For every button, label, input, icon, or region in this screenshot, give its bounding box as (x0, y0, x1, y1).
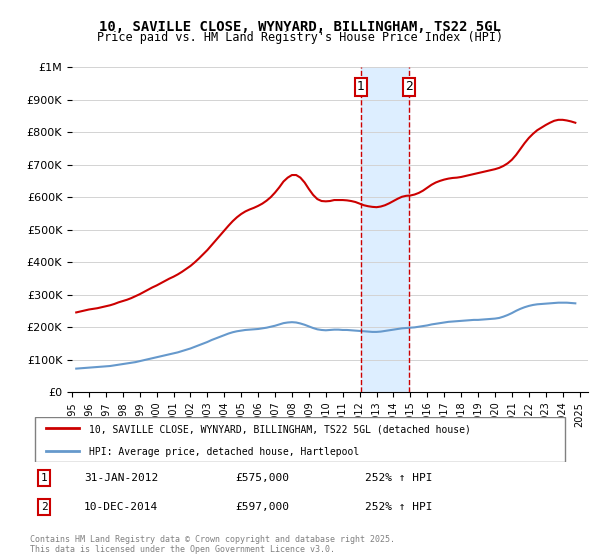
Text: 252% ↑ HPI: 252% ↑ HPI (365, 473, 432, 483)
Text: 31-JAN-2012: 31-JAN-2012 (84, 473, 158, 483)
Text: 2: 2 (405, 80, 413, 93)
FancyBboxPatch shape (35, 417, 565, 462)
Text: Price paid vs. HM Land Registry's House Price Index (HPI): Price paid vs. HM Land Registry's House … (97, 31, 503, 44)
Text: 1: 1 (357, 80, 365, 93)
Text: 1: 1 (41, 473, 47, 483)
Text: 10, SAVILLE CLOSE, WYNYARD, BILLINGHAM, TS22 5GL: 10, SAVILLE CLOSE, WYNYARD, BILLINGHAM, … (99, 20, 501, 34)
Text: 252% ↑ HPI: 252% ↑ HPI (365, 502, 432, 512)
Text: 2: 2 (41, 502, 47, 512)
Text: 10-DEC-2014: 10-DEC-2014 (84, 502, 158, 512)
Text: £575,000: £575,000 (235, 473, 289, 483)
Text: HPI: Average price, detached house, Hartlepool: HPI: Average price, detached house, Hart… (89, 447, 359, 457)
Bar (361, 67, 409, 392)
Text: £597,000: £597,000 (235, 502, 289, 512)
Text: Contains HM Land Registry data © Crown copyright and database right 2025.
This d: Contains HM Land Registry data © Crown c… (30, 535, 395, 554)
Text: 10, SAVILLE CLOSE, WYNYARD, BILLINGHAM, TS22 5GL (detached house): 10, SAVILLE CLOSE, WYNYARD, BILLINGHAM, … (89, 424, 471, 435)
